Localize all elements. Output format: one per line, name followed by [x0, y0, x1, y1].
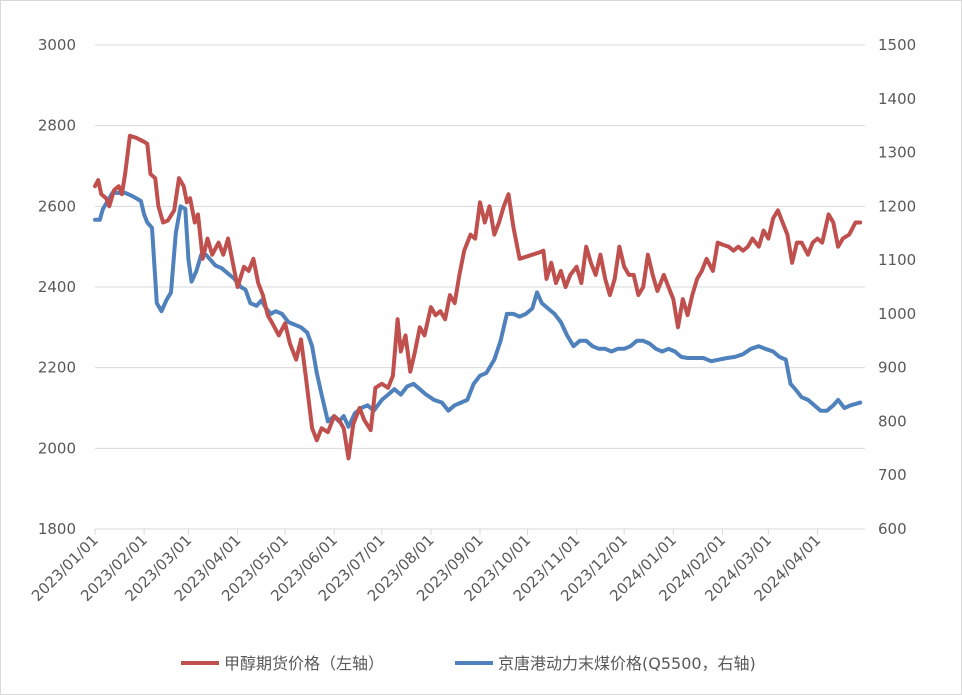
- left-tick-label: 2400: [38, 278, 76, 296]
- right-tick-label: 900: [878, 359, 907, 377]
- right-tick-label: 1500: [878, 36, 916, 54]
- legend-methanol-label: 甲醇期货价格（左轴）: [224, 654, 384, 673]
- right-axis-ticks: 600 700 800 900 1000 1100 1200 1300 1400 1500: [878, 36, 916, 538]
- series-lines: [93, 133, 863, 461]
- right-tick-label: 1200: [878, 197, 916, 215]
- gridlines: [95, 44, 865, 530]
- x-axis: 2023/01/012023/02/012023/03/012023/04/01…: [28, 528, 865, 605]
- left-tick-label: 2200: [38, 359, 76, 377]
- right-tick-label: 800: [878, 412, 907, 430]
- left-tick-label: 1800: [38, 520, 76, 538]
- methanol-price-line: [93, 133, 863, 461]
- right-tick-label: 600: [878, 520, 907, 538]
- right-tick-label: 1100: [878, 251, 916, 269]
- right-tick-label: 1000: [878, 305, 916, 323]
- left-tick-label: 2800: [38, 117, 76, 135]
- left-tick-label: 2600: [38, 197, 76, 215]
- left-tick-label: 3000: [38, 36, 76, 54]
- legend: 甲醇期货价格（左轴） 京唐港动力末煤价格(Q5500，右轴): [181, 654, 756, 673]
- left-tick-label: 2000: [38, 439, 76, 457]
- legend-coal-label: 京唐港动力末煤价格(Q5500，右轴): [498, 654, 756, 673]
- right-tick-label: 1300: [878, 144, 916, 162]
- coal-price-line: [93, 190, 863, 429]
- left-axis-ticks: 1800 2000 2200 2400 2600 2800 3000: [38, 36, 76, 538]
- right-tick-label: 700: [878, 466, 907, 484]
- right-tick-label: 1400: [878, 90, 916, 108]
